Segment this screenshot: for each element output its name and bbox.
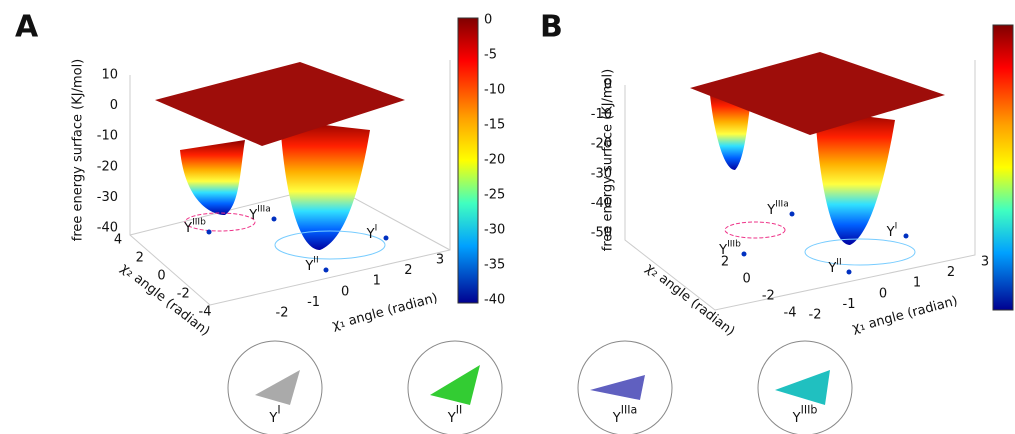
sup: I (375, 223, 378, 233)
sup: IIIb (801, 403, 818, 416)
x-tick-label: 1 (373, 274, 381, 289)
state-point (789, 211, 795, 217)
panel-b-art (624, 24, 1014, 311)
x-tick-label: -1 (843, 297, 856, 312)
structure-circles (227, 340, 853, 434)
x-tick-label: 3 (981, 255, 989, 270)
z-tick-label: -20 (591, 137, 612, 152)
base: Y (304, 259, 313, 274)
x-tick-label: -2 (809, 308, 822, 323)
base: Y (886, 225, 895, 240)
state-point (741, 251, 747, 257)
state-label: YII (827, 257, 841, 275)
sup: II (456, 403, 463, 416)
x-tick-label: 0 (879, 286, 887, 301)
state-label: YII (304, 255, 318, 273)
y-tick-label: 4 (114, 233, 122, 248)
panel-label: B (540, 10, 563, 45)
y-tick-label: -4 (784, 306, 797, 321)
sup: I (895, 221, 898, 231)
state-label: YI (886, 221, 898, 239)
sup: IIIa (257, 204, 271, 214)
base: Y (268, 411, 277, 426)
z-tick-label: 10 (101, 68, 118, 83)
sup: IIIa (775, 199, 789, 209)
y-tick-label: 0 (157, 269, 165, 284)
state-point (846, 269, 852, 275)
structure-label: YI (268, 403, 280, 425)
x-tick-label: 2 (404, 263, 412, 278)
sup: I (277, 403, 280, 416)
state-point (903, 233, 909, 239)
state-label: YIIIa (248, 204, 271, 222)
state-point (206, 229, 212, 235)
base: Y (447, 411, 456, 426)
state-label: YIIIb (183, 217, 206, 235)
x-tick-label: -2 (276, 306, 289, 321)
state-point (383, 235, 389, 241)
base: Y (183, 221, 192, 236)
base: Y (248, 208, 257, 223)
sup: IIIb (192, 217, 206, 227)
y-tick-label: -2 (177, 287, 190, 302)
state-point (271, 216, 277, 222)
sup: IIIb (727, 239, 741, 249)
z-tick-label: -20 (97, 159, 118, 174)
z-tick-label: -40 (97, 221, 118, 236)
z-tick-label: 0 (604, 78, 612, 93)
panel-label: A (15, 10, 39, 45)
colorbar-tick-label: -35 (484, 258, 505, 273)
base: Y (766, 203, 775, 218)
z-tick-label: -50 (591, 226, 612, 241)
colorbar-tick-label: -10 (484, 83, 505, 98)
x-axis-label: χ₁ angle (radian) (851, 294, 960, 337)
colorbar-tick-label: 0 (484, 13, 492, 28)
structure-label: YIIIa (612, 403, 638, 425)
base: Y (366, 227, 375, 242)
y-tick-label: 2 (136, 251, 144, 266)
y-tick-label: 0 (743, 272, 751, 287)
state-label: YIIIb (718, 239, 741, 257)
sup: II (836, 257, 841, 267)
x-tick-label: 0 (341, 284, 349, 299)
z-axis-label: free energy surface (KJ/mol) (601, 69, 616, 251)
x-tick-label: 2 (947, 265, 955, 280)
colorbar-tick-label: -5 (484, 48, 497, 63)
z-tick-label: -30 (591, 166, 612, 181)
base: Y (792, 411, 801, 426)
x-tick-label: -1 (307, 295, 320, 310)
colorbar-tick-label: -25 (484, 188, 505, 203)
y-tick-label: -4 (199, 305, 212, 320)
y-tick-label: -2 (762, 289, 775, 304)
colorbar-tick-label: -30 (484, 223, 505, 238)
z-tick-label: 0 (110, 98, 118, 113)
x-tick-label: 1 (913, 276, 921, 291)
z-tick-label: -30 (97, 190, 118, 205)
z-axis-label: free energy surface (KJ/mol) (71, 59, 86, 241)
y-tick-label: 2 (721, 255, 729, 270)
base: Y (827, 261, 836, 276)
base: Y (612, 411, 621, 426)
base: Y (718, 243, 727, 258)
z-tick-label: -10 (97, 129, 118, 144)
state-point (323, 267, 329, 273)
sup: II (313, 255, 318, 265)
panel-a-art (129, 17, 479, 306)
colorbar-tick-label: -15 (484, 118, 505, 133)
structure-label: YII (447, 403, 462, 425)
colorbar-tick-label: -40 (484, 293, 505, 308)
state-label: YI (366, 223, 378, 241)
state-label: YIIIa (766, 199, 789, 217)
colorbar-tick-label: -20 (484, 153, 505, 168)
z-tick-label: -10 (591, 107, 612, 122)
y-axis-label: χ₂ angle (radian) (643, 261, 738, 340)
x-tick-label: 3 (436, 253, 444, 268)
z-tick-label: -40 (591, 196, 612, 211)
structure-label: YIIIb (792, 403, 818, 425)
sup: IIIa (621, 403, 638, 416)
